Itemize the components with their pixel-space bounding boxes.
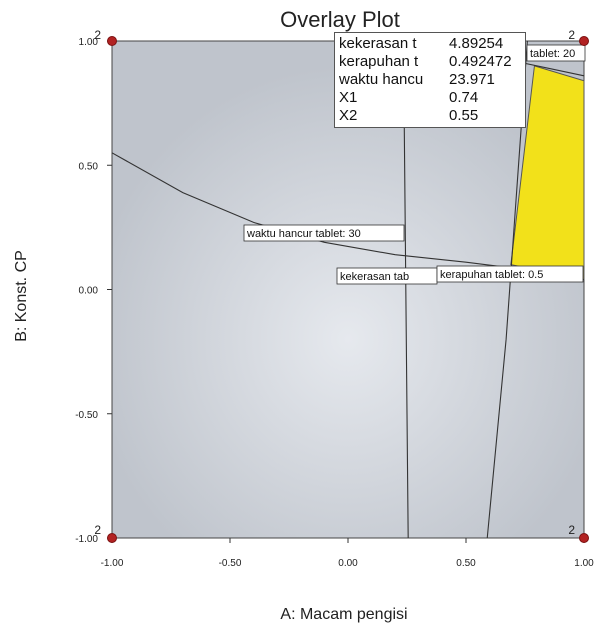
x-tick-label: -0.50 <box>219 558 242 569</box>
y-axis-title: B: Konst. CP <box>13 250 30 342</box>
flag-value: 0.55 <box>449 107 479 124</box>
contour-label-text: waktu hancur tablet: 30 <box>246 228 361 240</box>
design-point <box>107 533 117 543</box>
design-point-label: 2 <box>568 523 575 537</box>
design-point-label: 2 <box>94 28 101 42</box>
flag-row: kekerasan t 4.89254 <box>339 35 525 53</box>
flag-name: X2 <box>339 107 358 124</box>
flag-value: 0.74 <box>449 89 479 106</box>
x-axis-title: A: Macam pengisi <box>280 606 407 623</box>
y-tick-label: 0.50 <box>79 161 99 172</box>
flag-row: X1 0.74 <box>339 89 525 107</box>
y-tick-label: 0.00 <box>79 286 99 297</box>
flag-row: X2 0.55 <box>339 107 525 125</box>
flag-name: kerapuhan t <box>339 53 419 70</box>
design-point <box>107 36 117 46</box>
contour-label-box <box>436 265 584 283</box>
contour-label: kerapuhan tablet: 0.5 <box>436 265 584 283</box>
flag-value: 4.89254 <box>449 35 504 52</box>
flag-name: waktu hancu <box>339 71 424 88</box>
flag-name: X1 <box>339 89 358 106</box>
design-point-label: 2 <box>94 523 101 537</box>
contour-label-box <box>243 224 405 242</box>
x-tick-label: -1.00 <box>101 558 124 569</box>
contour-label-box <box>526 44 586 62</box>
flag-value: 0.492472 <box>449 53 512 70</box>
y-tick-label: -1.00 <box>75 534 98 545</box>
flag-value: 23.971 <box>449 71 495 88</box>
contour-label: kekerasan tab <box>336 267 438 285</box>
x-tick-label: 0.00 <box>338 558 358 569</box>
flag-row: waktu hancu 23.971 <box>339 71 525 89</box>
prediction-flag: kekerasan t 4.89254 kerapuhan t 0.492472… <box>334 32 526 128</box>
contour-label: waktu hancur tablet: 30 <box>243 224 405 242</box>
x-tick-label: 0.50 <box>456 558 476 569</box>
y-tick-label: -0.50 <box>75 410 98 421</box>
design-point <box>579 533 589 543</box>
y-tick-label: 1.00 <box>79 37 99 48</box>
chart-title: Overlay Plot <box>280 7 400 32</box>
contour-label-text: tablet: 20 <box>530 48 575 60</box>
contour-label-text: kerapuhan tablet: 0.5 <box>440 269 543 281</box>
design-point <box>579 36 589 46</box>
contour-label-text: kekerasan tab <box>340 271 409 283</box>
design-point-label: 2 <box>568 28 575 42</box>
x-tick-label: 1.00 <box>574 558 594 569</box>
flag-row: kerapuhan t 0.492472 <box>339 53 525 71</box>
flag-name: kekerasan t <box>339 35 417 52</box>
contour-label: tablet: 20 <box>526 44 586 62</box>
